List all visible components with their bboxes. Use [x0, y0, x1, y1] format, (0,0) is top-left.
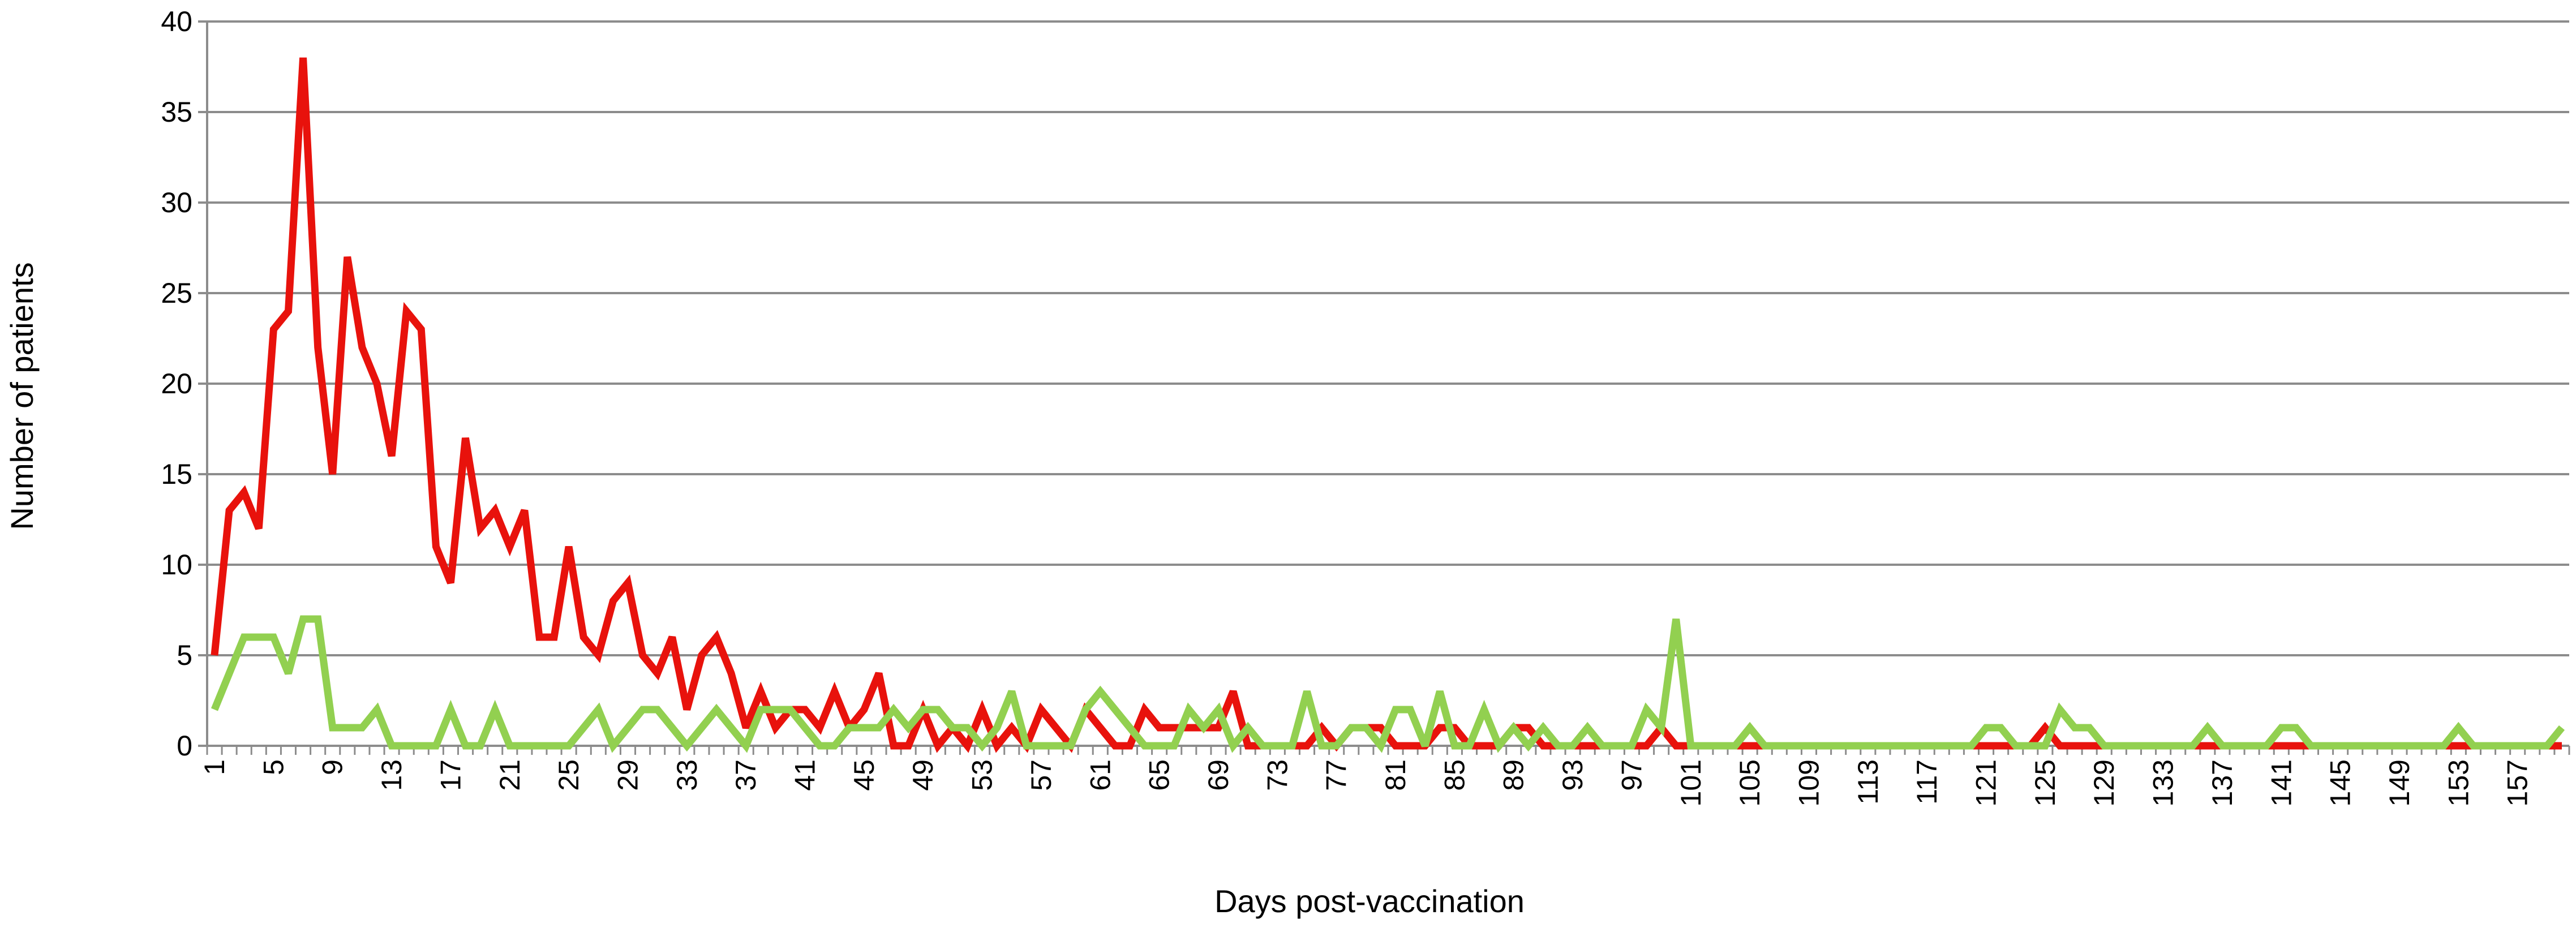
- series-lines: [214, 58, 2562, 746]
- y-tick-label-15: 15: [161, 458, 192, 490]
- y-tick-label-25: 25: [161, 277, 192, 309]
- x-tick-label-109: 109: [1793, 759, 1824, 806]
- x-tick-label-141: 141: [2265, 759, 2297, 806]
- x-tick-label-145: 145: [2325, 759, 2356, 806]
- y-tick-label-20: 20: [161, 368, 192, 399]
- x-tick-label-49: 49: [907, 759, 939, 791]
- x-tick-label-13: 13: [376, 759, 407, 791]
- x-tick-label-41: 41: [789, 759, 821, 791]
- x-tick-label-73: 73: [1261, 759, 1293, 791]
- y-tick-label-30: 30: [161, 187, 192, 218]
- x-tick-label-113: 113: [1852, 759, 1884, 805]
- x-tick-label-89: 89: [1498, 759, 1530, 791]
- x-tick-label-77: 77: [1321, 759, 1353, 791]
- x-tick-label-45: 45: [848, 759, 880, 791]
- x-tick-label-17: 17: [435, 759, 466, 791]
- x-tick-label-65: 65: [1144, 759, 1175, 791]
- x-tick-label-25: 25: [553, 759, 585, 791]
- x-tick-label-153: 153: [2442, 759, 2474, 806]
- x-tick-label-37: 37: [730, 759, 762, 791]
- x-tick-label-61: 61: [1084, 759, 1116, 791]
- x-tick-label-53: 53: [967, 759, 998, 791]
- axes: [207, 22, 2569, 755]
- y-tick-labels: 0 5 10 15 20 25 30 35 40: [161, 6, 192, 762]
- series-line-0: [214, 58, 2562, 746]
- x-tick-label-85: 85: [1439, 759, 1470, 791]
- x-axis-title: Days post-vaccination: [1214, 883, 1525, 919]
- x-tick-label-117: 117: [1911, 759, 1943, 805]
- x-tick-label-69: 69: [1203, 759, 1234, 791]
- x-tick-label-81: 81: [1380, 759, 1411, 791]
- x-tick-label-5: 5: [257, 759, 289, 775]
- x-tick-label-121: 121: [1970, 759, 2002, 806]
- x-tick-label-9: 9: [317, 759, 349, 775]
- x-tick-label-33: 33: [671, 759, 703, 791]
- y-tick-label-40: 40: [161, 6, 192, 37]
- series-line-1: [214, 619, 2562, 746]
- x-tick-labels: 1 5 9 13 17 21 25 29 33 37 41 45 49 53 57 61 65 69 73 77 81 8…: [199, 759, 2534, 806]
- x-tick-label-105: 105: [1734, 759, 1766, 806]
- y-axis-title: Number of patients: [4, 262, 40, 530]
- y-tick-label-5: 5: [177, 639, 192, 671]
- x-tick-label-101: 101: [1675, 759, 1707, 806]
- x-tick-label-29: 29: [612, 759, 643, 791]
- y-tick-label-0: 0: [177, 730, 192, 762]
- x-tick-label-1: 1: [199, 759, 230, 775]
- y-tick-label-35: 35: [161, 96, 192, 128]
- x-tick-label-137: 137: [2206, 759, 2238, 806]
- x-tick-label-133: 133: [2148, 759, 2179, 806]
- x-tick-label-57: 57: [1025, 759, 1057, 791]
- x-tick-label-157: 157: [2502, 759, 2534, 806]
- x-tick-label-93: 93: [1557, 759, 1588, 791]
- x-tick-label-125: 125: [2029, 759, 2061, 806]
- x-tick-label-149: 149: [2384, 759, 2415, 806]
- y-tick-label-10: 10: [161, 549, 192, 581]
- x-tick-label-21: 21: [494, 759, 526, 791]
- x-tick-label-97: 97: [1616, 759, 1647, 791]
- x-tick-label-129: 129: [2088, 759, 2120, 806]
